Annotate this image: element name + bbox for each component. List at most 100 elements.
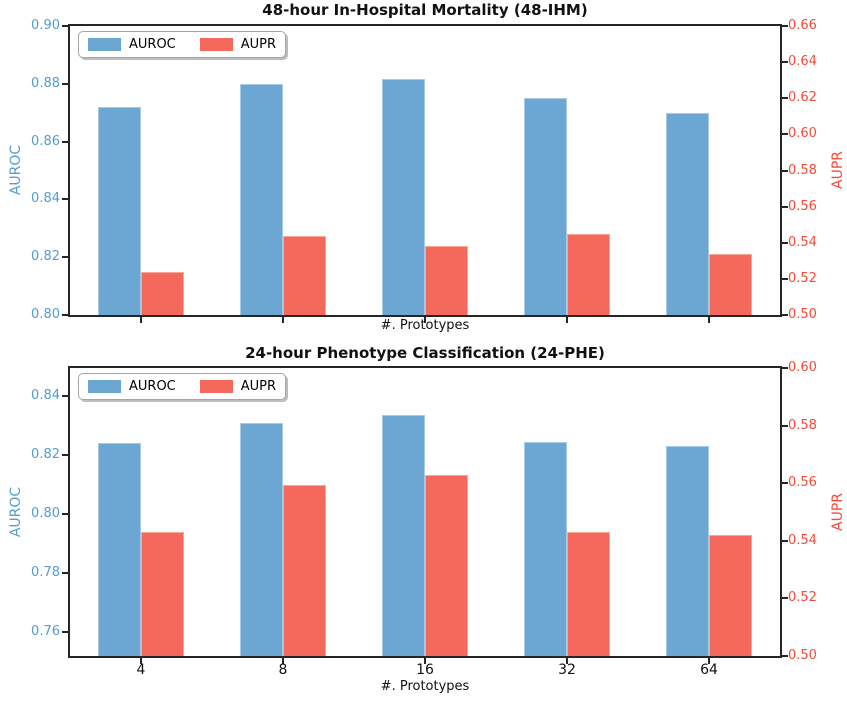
x-axis-tick — [140, 658, 142, 664]
bar-auroc-64 — [666, 446, 709, 656]
right-axis-tick-label: 0.54 — [788, 234, 817, 250]
legend-label: AUPR — [240, 379, 277, 394]
left-axis-tick — [62, 631, 68, 634]
left-axis-tick — [62, 198, 68, 201]
legend-swatch-icon — [88, 380, 121, 393]
right-axis-tick-label: 0.60 — [788, 360, 817, 375]
x-axis-tick-label: 8 — [278, 662, 288, 678]
bar-aupr-16 — [425, 246, 468, 315]
left-axis-tick — [62, 314, 68, 316]
bar-aupr-32 — [567, 234, 610, 315]
bar-auroc-64 — [666, 113, 709, 315]
right-axis-tick — [782, 539, 788, 542]
x-axis-tick — [566, 317, 568, 323]
left-axis-tick-label: 0.88 — [31, 75, 60, 91]
bar-auroc-4 — [98, 107, 141, 315]
right-axis-tick — [782, 597, 788, 600]
legend-entry-auroc: AUROC — [88, 379, 176, 394]
y-axis-label-aupr: AUPR — [830, 493, 846, 531]
left-axis-tick-label: 0.78 — [31, 565, 60, 581]
right-axis-tick-label: 0.50 — [788, 307, 817, 322]
left-axis-tick — [62, 256, 68, 259]
right-axis-tick — [782, 277, 788, 280]
x-axis-tick-label: 64 — [700, 662, 718, 678]
x-axis-tick-label: 4 — [136, 662, 146, 678]
bar-auroc-4 — [98, 443, 141, 656]
right-axis-tick — [782, 61, 788, 64]
right-axis-tick — [782, 169, 788, 172]
left-axis-tick-label: 0.90 — [31, 18, 60, 33]
right-axis-tick-label: 0.54 — [788, 532, 817, 548]
right-axis-tick — [782, 205, 788, 208]
left-axis-tick — [62, 140, 68, 143]
bar-auroc-8 — [240, 84, 283, 315]
right-axis-tick-label: 0.62 — [788, 90, 817, 106]
legend-swatch-icon — [199, 38, 233, 51]
legend-swatch-icon — [88, 38, 121, 51]
x-axis-tick — [282, 658, 284, 664]
right-axis-tick-label: 0.60 — [788, 126, 817, 142]
x-axis-tick — [424, 317, 426, 323]
bar-aupr-32 — [567, 532, 610, 656]
left-axis-tick-label: 0.82 — [31, 249, 60, 265]
x-axis-tick-label: 32 — [558, 662, 576, 678]
bar-auroc-32 — [524, 442, 567, 656]
legend: AUROC AUPR — [78, 373, 287, 400]
right-axis-tick — [782, 25, 788, 27]
left-axis-tick-label: 0.80 — [31, 506, 60, 522]
left-axis-tick — [62, 454, 68, 457]
chart-title-48ihm: 48-hour In-Hospital Mortality (48-IHM) — [262, 1, 588, 19]
legend: AUROC AUPR — [78, 31, 287, 58]
right-axis-tick — [782, 424, 788, 427]
x-axis-tick — [708, 317, 710, 323]
left-axis-tick — [62, 82, 68, 85]
bar-auroc-32 — [524, 98, 567, 315]
right-axis-tick — [782, 367, 788, 369]
right-axis-tick — [782, 314, 788, 316]
x-axis-label: #. Prototypes — [380, 318, 470, 333]
right-axis-tick-label: 0.50 — [788, 648, 817, 663]
right-axis-tick-label: 0.56 — [788, 198, 817, 214]
x-axis-label: #. Prototypes — [380, 679, 470, 694]
bar-aupr-64 — [709, 254, 752, 315]
legend-entry-aupr: AUPR — [199, 379, 277, 394]
x-axis-tick — [424, 658, 426, 664]
right-axis-tick-label: 0.58 — [788, 162, 817, 178]
bar-aupr-16 — [425, 475, 468, 656]
right-axis-tick — [782, 482, 788, 485]
legend-swatch-icon — [199, 380, 233, 393]
right-axis-tick-label: 0.66 — [788, 18, 817, 33]
bar-aupr-4 — [141, 532, 184, 656]
left-axis-tick-label: 0.76 — [31, 624, 60, 640]
x-axis-tick — [140, 317, 142, 323]
plot-area-48ihm: 0.80 0.82 0.84 0.86 0.88 0.90 0.50 0.52 0.54 0.56… — [31, 18, 817, 323]
right-axis-tick — [782, 241, 788, 244]
x-axis-tick — [282, 317, 284, 323]
bar-aupr-8 — [283, 236, 326, 315]
right-axis-tick-label: 0.52 — [788, 590, 817, 606]
left-axis-tick-label: 0.86 — [31, 133, 60, 149]
right-axis-tick — [782, 655, 788, 657]
left-axis-tick-label: 0.84 — [31, 388, 60, 404]
x-axis-tick — [708, 658, 710, 664]
right-axis-tick — [782, 133, 788, 136]
left-axis-tick — [62, 395, 68, 398]
bar-aupr-4 — [141, 272, 184, 315]
left-axis-tick-label: 0.80 — [31, 307, 60, 322]
legend-entry-aupr: AUPR — [199, 37, 277, 52]
legend-label: AUPR — [240, 37, 277, 52]
left-axis-tick-label: 0.84 — [31, 191, 60, 207]
legend-label: AUROC — [129, 379, 176, 394]
plot-area-24phe: 0.76 0.78 0.80 0.82 0.84 0.50 0.52 0.54 0.56 0.58… — [31, 360, 817, 678]
y-axis-label-auroc: AUROC — [8, 486, 24, 538]
left-axis-tick-label: 0.82 — [31, 447, 60, 463]
chart-title-24phe: 24-hour Phenotype Classification (24-PHE… — [245, 344, 605, 362]
legend-entry-auroc: AUROC — [88, 37, 176, 52]
bar-aupr-8 — [283, 485, 326, 656]
right-axis-tick-label: 0.52 — [788, 270, 817, 286]
bar-auroc-8 — [240, 423, 283, 656]
bar-aupr-64 — [709, 535, 752, 656]
